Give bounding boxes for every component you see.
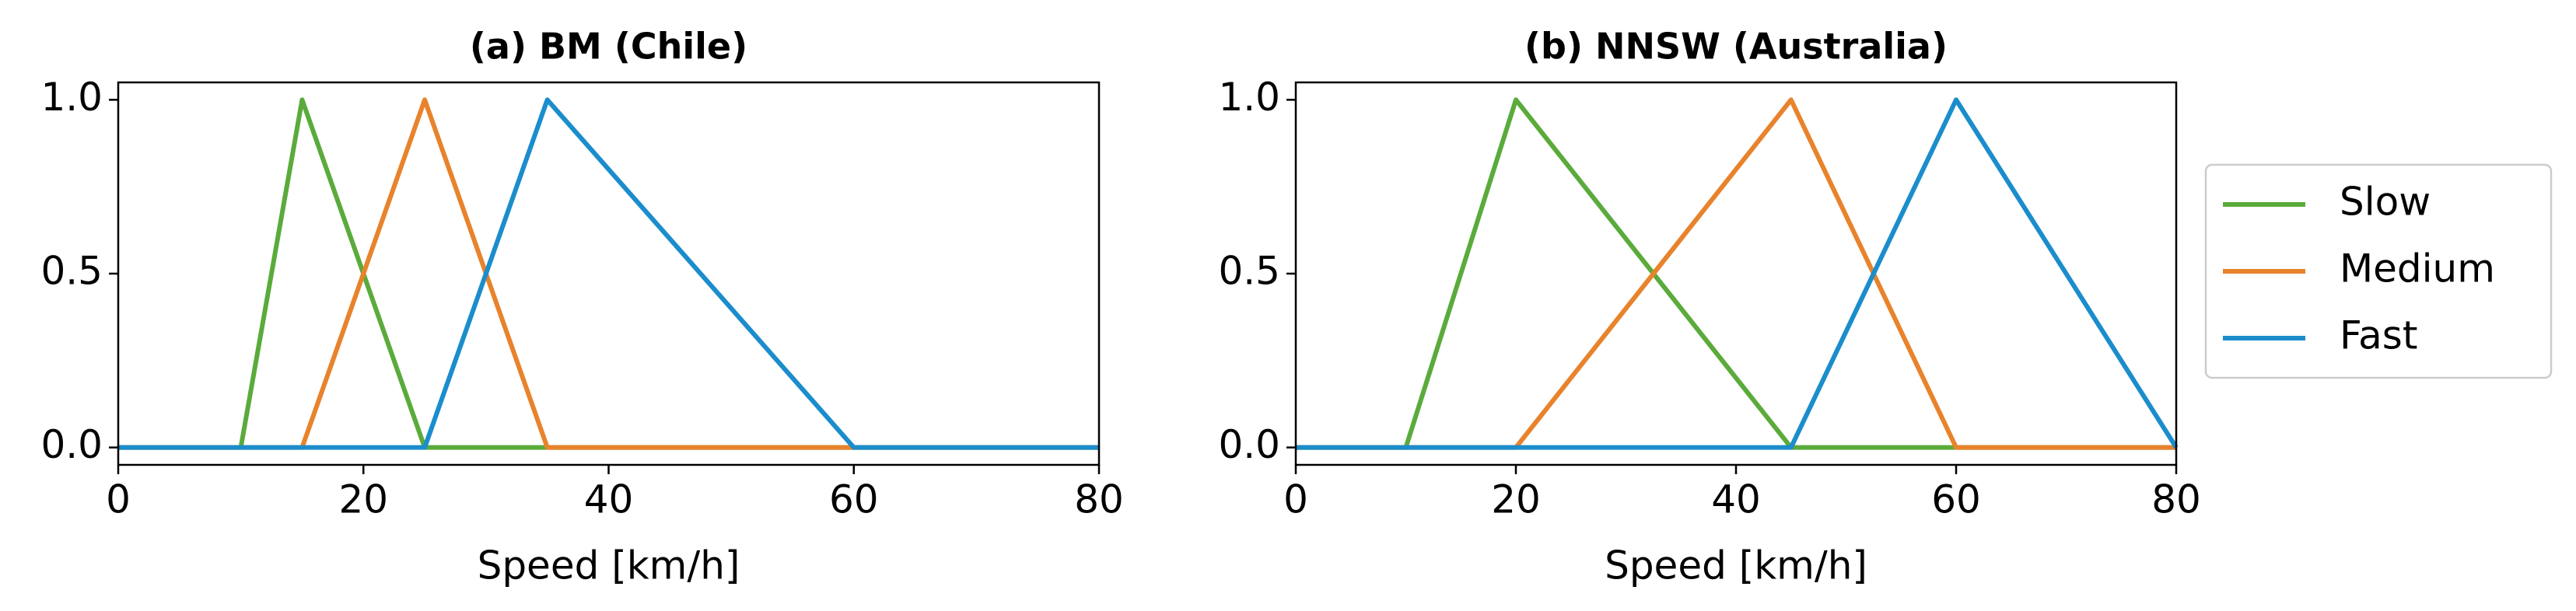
series-line: [118, 97, 1099, 450]
legend-label: Slow: [2340, 180, 2431, 225]
y-tick-label: 1.0: [40, 75, 103, 120]
legend-label: Fast: [2340, 313, 2417, 358]
plot-frame: [117, 81, 1101, 466]
y-tick-label: 0.5: [1218, 249, 1280, 294]
series-line: [118, 97, 1099, 450]
plot-frame: [1294, 81, 2178, 466]
y-tick-label: 0.0: [1218, 422, 1280, 467]
x-tick-label: 20: [338, 477, 388, 522]
x-tick-label: 80: [2151, 477, 2201, 522]
x-tick-label: 40: [1711, 477, 1761, 522]
series-line: [1296, 97, 2176, 450]
y-tick-label: 0.5: [40, 249, 103, 294]
x-tick-label: 60: [1931, 477, 1981, 522]
x-tick-label: 20: [1491, 477, 1541, 522]
x-tick-label: 0: [106, 477, 131, 522]
x-axis-label: Speed [km/h]: [478, 543, 740, 588]
chart-title: (b) NNSW (Australia): [1524, 26, 1948, 68]
x-tick-label: 0: [1283, 477, 1308, 522]
legend-box: [2204, 163, 2553, 379]
series-line: [1296, 97, 2176, 450]
y-tick-label: 0.0: [40, 422, 103, 467]
series-line: [118, 97, 1099, 450]
y-tick-label: 1.0: [1218, 75, 1280, 120]
chart-title: (a) BM (Chile): [470, 26, 747, 68]
x-axis-label: Speed [km/h]: [1605, 543, 1867, 588]
legend-label: Medium: [2340, 246, 2495, 292]
x-tick-label: 40: [584, 477, 634, 522]
x-tick-label: 80: [1074, 477, 1124, 522]
x-tick-label: 60: [829, 477, 879, 522]
series-line: [1296, 97, 2179, 450]
